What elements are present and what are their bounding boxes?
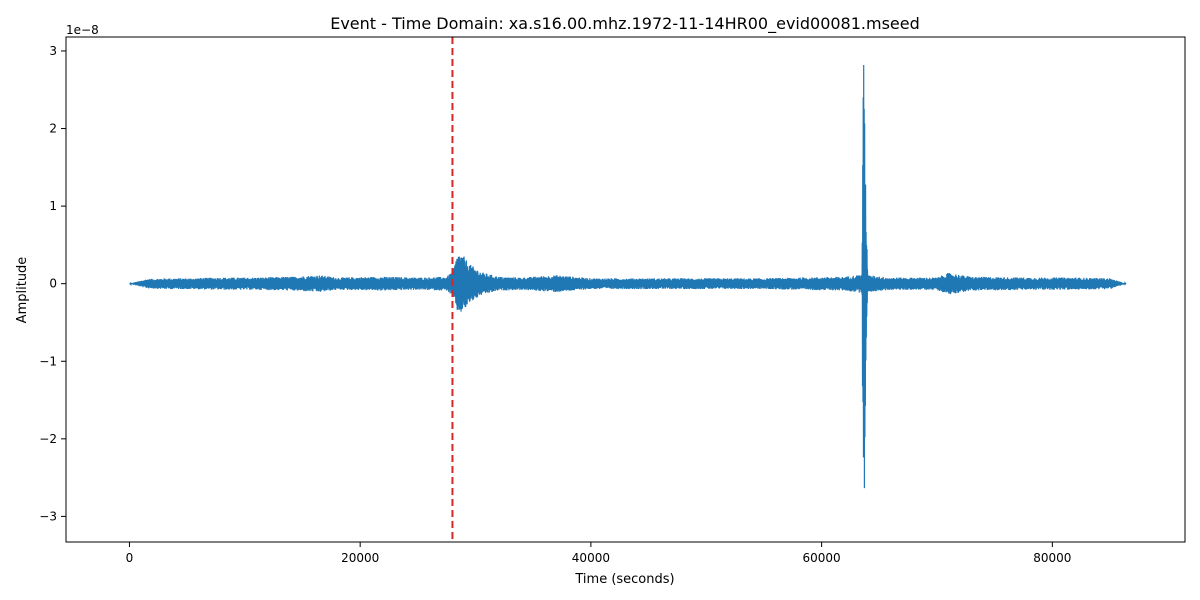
y-tick-label: −2 bbox=[39, 432, 57, 446]
chart-title: Event - Time Domain: xa.s16.00.mhz.1972-… bbox=[330, 14, 920, 34]
x-tick-label: 40000 bbox=[572, 551, 610, 565]
x-axis-label: Time (seconds) bbox=[574, 572, 674, 587]
y-tick-label: 1 bbox=[49, 199, 57, 213]
axes: 0 20000 40000 60000 80000 −3 −2 −1 0 1 2 3 bbox=[39, 36, 1186, 565]
x-tick-label: 0 bbox=[126, 551, 134, 565]
y-tick-label: 2 bbox=[49, 122, 57, 136]
y-axis-label: Amplitude bbox=[15, 257, 30, 324]
y-tick-label: 0 bbox=[49, 277, 57, 291]
axes-frame bbox=[65, 36, 1186, 543]
y-axis-offset-label: 1e−8 bbox=[66, 23, 99, 37]
x-tick-label: 80000 bbox=[1033, 551, 1071, 565]
y-tick-label: −3 bbox=[39, 509, 57, 523]
x-tick-label: 20000 bbox=[341, 551, 379, 565]
y-tick-label: −1 bbox=[39, 354, 57, 368]
series-waveform-line bbox=[129, 65, 1127, 489]
plot-area bbox=[129, 37, 1127, 542]
x-tick-label: 60000 bbox=[803, 551, 841, 565]
y-tick-label: 3 bbox=[49, 44, 57, 58]
